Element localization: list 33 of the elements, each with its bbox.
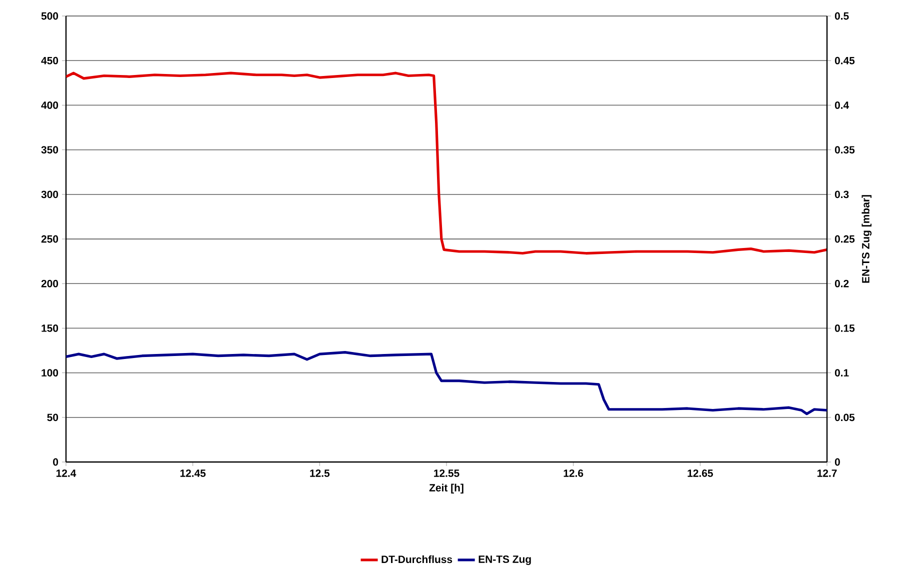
y-tick-label: 0 [53, 458, 58, 466]
y2-axis-title: EN-TS Zug [mbar] [862, 195, 872, 283]
x-tick-label: 12.55 [434, 470, 460, 477]
y-tick-label: 450 [41, 56, 58, 64]
x-tick-label: 12.7 [817, 470, 837, 477]
x-tick-label: 12.6 [564, 470, 584, 477]
y-tick-label: 500 [41, 12, 58, 20]
y-tick-label: 350 [41, 146, 58, 154]
legend-label: DT-Durchfluss [382, 555, 452, 564]
x-tick-label: 12.5 [310, 470, 330, 477]
y-tick-label: 250 [41, 235, 58, 243]
y-tick-label: 300 [41, 190, 58, 198]
y2-tick-label: 0.05 [834, 414, 855, 422]
y-tick-label: 50 [47, 414, 58, 422]
y2-tick-label: 0.45 [834, 56, 855, 64]
x-tick-label: 12.4 [56, 470, 76, 477]
y2-tick-label: 0.25 [834, 235, 855, 243]
y-tick-label: 150 [42, 324, 58, 332]
y-tick-label: 200 [41, 280, 58, 288]
y2-tick-label: 0.15 [834, 324, 855, 332]
y2-tick-label: 0.35 [834, 146, 855, 154]
legend-label: EN-TS Zug [478, 556, 531, 566]
y-tick-label: 100 [42, 369, 58, 377]
x-tick-label: 12.45 [180, 470, 206, 477]
x-axis-title: Zeit [h] [429, 484, 464, 494]
y2-tick-label: 0.4 [834, 102, 850, 109]
x-tick-label: 12.65 [688, 470, 713, 477]
y-tick-label: 400 [41, 102, 58, 109]
y2-tick-label: 0.5 [834, 12, 849, 20]
y2-tick-label: 0.1 [834, 369, 849, 377]
y2-tick-label: 0.3 [834, 190, 849, 198]
y2-tick-label: 0 [834, 458, 840, 466]
y2-tick-label: 0.2 [834, 280, 849, 288]
